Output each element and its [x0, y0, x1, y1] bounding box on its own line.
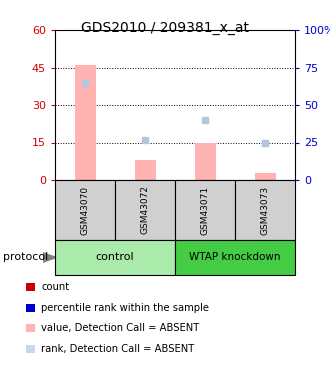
Text: GSM43072: GSM43072 — [141, 186, 149, 234]
Bar — [135, 160, 155, 180]
Text: GDS2010 / 209381_x_at: GDS2010 / 209381_x_at — [81, 21, 249, 34]
Point — [262, 140, 268, 146]
Text: value, Detection Call = ABSENT: value, Detection Call = ABSENT — [41, 323, 200, 333]
Point — [82, 80, 88, 86]
Bar — [254, 172, 276, 180]
Text: rank, Detection Call = ABSENT: rank, Detection Call = ABSENT — [41, 344, 194, 354]
Polygon shape — [43, 253, 56, 262]
Point — [202, 117, 208, 123]
Text: count: count — [41, 282, 69, 292]
Text: protocol: protocol — [3, 252, 49, 262]
Bar — [194, 142, 215, 180]
Text: WTAP knockdown: WTAP knockdown — [189, 252, 281, 262]
Text: GSM43071: GSM43071 — [201, 186, 210, 235]
Point — [142, 136, 148, 142]
Bar — [75, 65, 95, 180]
Text: percentile rank within the sample: percentile rank within the sample — [41, 303, 209, 313]
Text: GSM43070: GSM43070 — [81, 186, 89, 235]
Text: control: control — [96, 252, 134, 262]
Text: GSM43073: GSM43073 — [260, 186, 270, 235]
